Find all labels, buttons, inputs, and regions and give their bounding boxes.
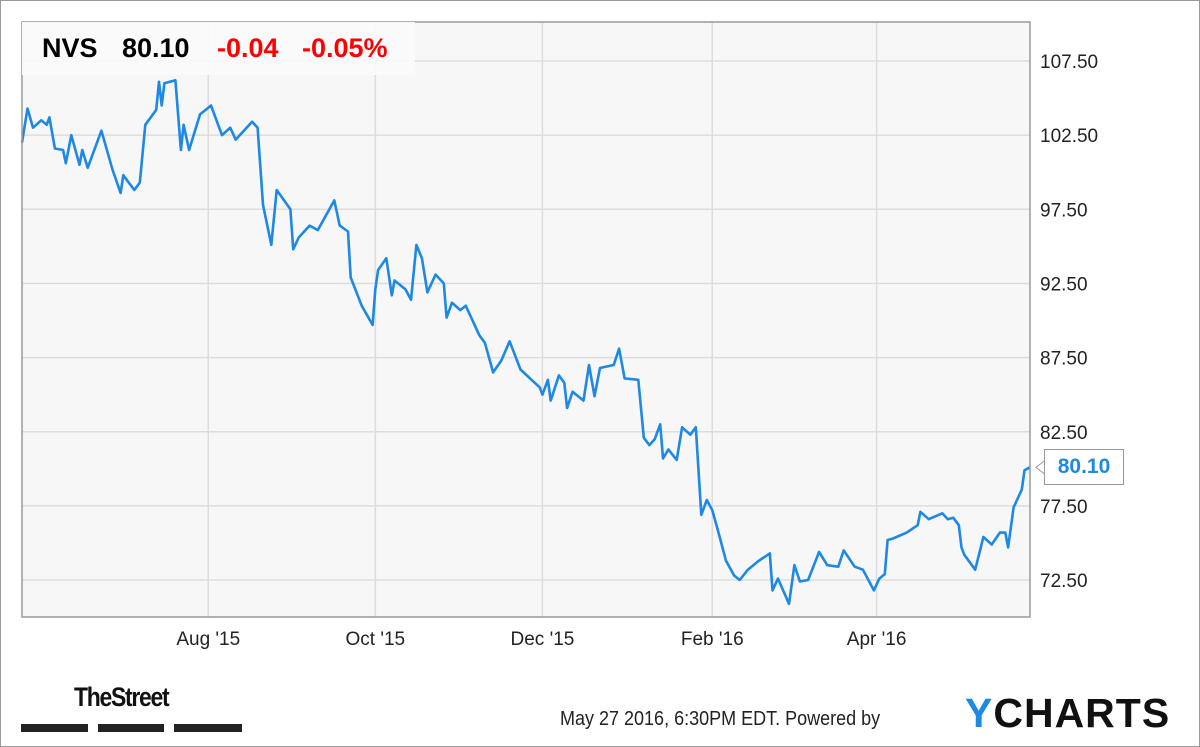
plot-area: [22, 22, 1030, 617]
y-tick-label: 97.50: [1040, 200, 1088, 221]
x-tick-label: Oct '15: [346, 629, 406, 650]
ycharts-logo: YCHARTS: [965, 690, 1171, 736]
thestreet-logo-bar: [174, 724, 242, 732]
y-tick-label: 102.50: [1040, 126, 1098, 147]
price-line: [20, 79, 1031, 606]
y-tick-label: 87.50: [1040, 349, 1088, 370]
x-tick-label: Aug '15: [176, 629, 240, 650]
timestamp: May 27 2016, 6:30PM EDT.: [560, 708, 781, 730]
x-tick-label: Dec '15: [511, 629, 575, 650]
gridlines: [22, 22, 1030, 617]
y-tick-label: 72.50: [1040, 571, 1088, 592]
y-tick-label: 77.50: [1040, 497, 1088, 518]
footer-timestamp: May 27 2016, 6:30PM EDT. Powered by: [560, 708, 880, 731]
last-value-label: 80.10: [1044, 449, 1124, 485]
quote-header: NVS 80.10 -0.04 -0.05%: [22, 22, 415, 75]
thestreet-logo-bar: [98, 724, 164, 732]
x-tick-label: Apr '16: [847, 629, 907, 650]
ticker-symbol: NVS: [42, 33, 98, 63]
powered-by: Powered by: [785, 708, 881, 730]
quote-change: -0.04: [217, 33, 279, 63]
x-axis: Aug '15 Oct '15 Dec '15 Feb '16 Apr '16: [176, 629, 906, 650]
x-tick-label: Feb '16: [681, 629, 744, 650]
y-axis: 107.50 102.50 97.50 92.50 87.50 82.50 77.50 72.…: [1040, 52, 1098, 592]
plot-border: [21, 21, 1031, 618]
last-value-pointer: [1035, 459, 1046, 475]
y-tick-label: 107.50: [1040, 52, 1098, 73]
y-tick-label: 82.50: [1040, 423, 1088, 444]
thestreet-logo-bar: [21, 724, 88, 732]
quote-change-pct: -0.05%: [302, 33, 388, 63]
quote-price: 80.10: [122, 33, 190, 63]
thestreet-logo: TheStreet: [74, 682, 170, 712]
y-tick-label: 92.50: [1040, 274, 1088, 295]
